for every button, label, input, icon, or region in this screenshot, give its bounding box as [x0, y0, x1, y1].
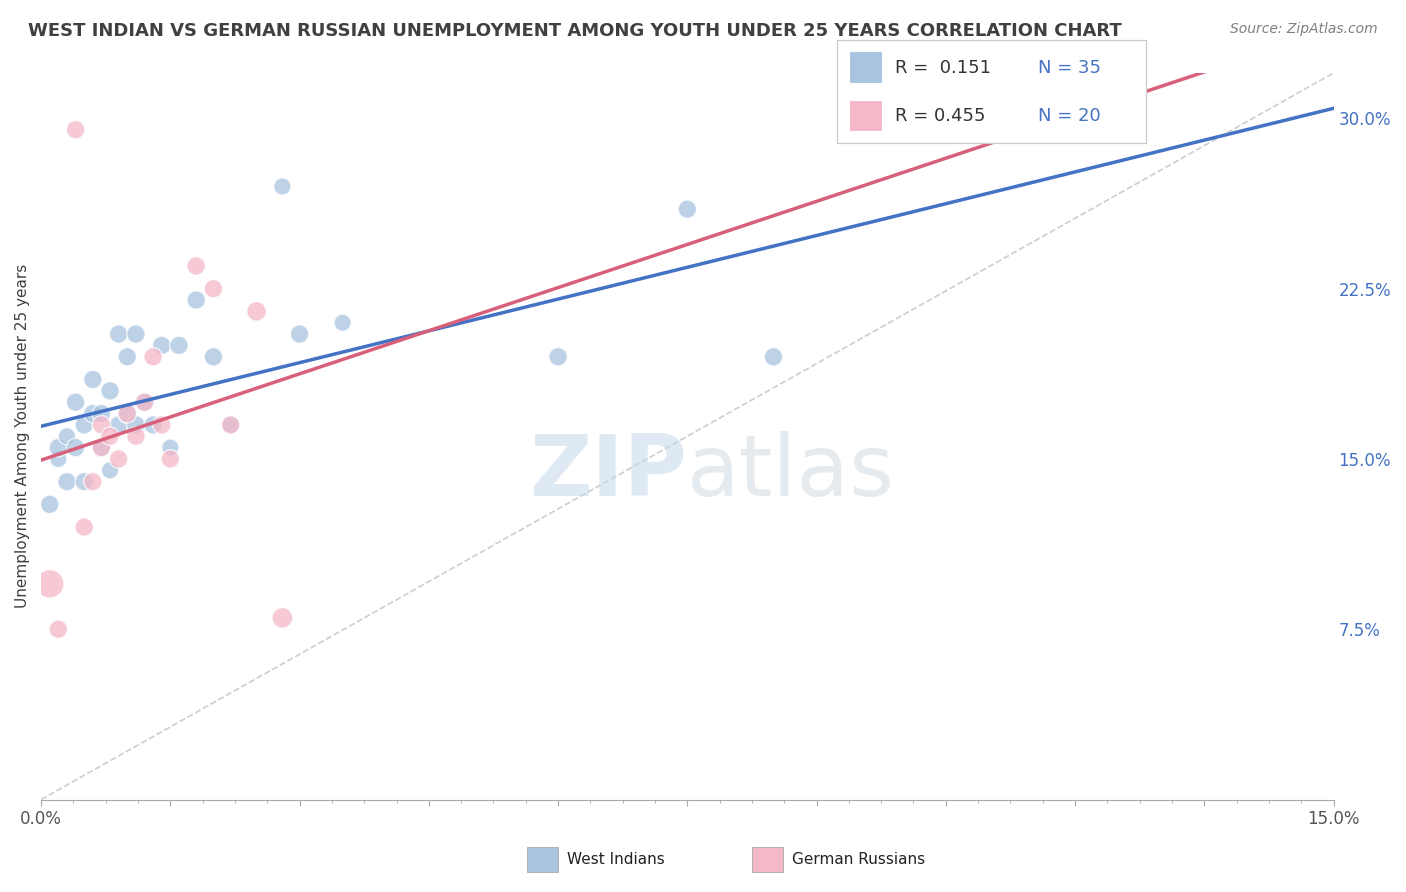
- Text: atlas: atlas: [688, 431, 896, 514]
- Point: [134, 395, 156, 409]
- Text: West Indians: West Indians: [567, 853, 665, 867]
- Point: [73, 520, 96, 534]
- Point: [82, 475, 104, 489]
- Point: [38, 577, 60, 591]
- Point: [46, 622, 69, 636]
- Point: [46, 441, 69, 455]
- Point: [98, 384, 121, 398]
- Point: [107, 327, 129, 342]
- Point: [219, 417, 242, 432]
- Point: [38, 497, 60, 511]
- Bar: [849, 52, 883, 84]
- Point: [65, 395, 87, 409]
- Text: R =  0.151: R = 0.151: [896, 59, 991, 77]
- Point: [56, 429, 79, 443]
- Point: [142, 350, 165, 364]
- Point: [90, 441, 112, 455]
- Point: [547, 350, 569, 364]
- Point: [117, 407, 139, 421]
- Text: N = 35: N = 35: [1038, 59, 1101, 77]
- Point: [125, 327, 148, 342]
- Point: [90, 417, 112, 432]
- Point: [98, 429, 121, 443]
- Text: WEST INDIAN VS GERMAN RUSSIAN UNEMPLOYMENT AMONG YOUTH UNDER 25 YEARS CORRELATIO: WEST INDIAN VS GERMAN RUSSIAN UNEMPLOYME…: [28, 22, 1122, 40]
- Point: [134, 395, 156, 409]
- Point: [90, 441, 112, 455]
- Point: [288, 327, 311, 342]
- Point: [219, 417, 242, 432]
- Point: [65, 122, 87, 136]
- Point: [202, 282, 225, 296]
- Text: R = 0.455: R = 0.455: [896, 107, 986, 125]
- Point: [332, 316, 354, 330]
- Bar: [849, 100, 883, 132]
- Point: [245, 304, 267, 318]
- Point: [159, 441, 181, 455]
- Y-axis label: Unemployment Among Youth under 25 years: Unemployment Among Youth under 25 years: [15, 264, 30, 608]
- Text: German Russians: German Russians: [792, 853, 925, 867]
- Point: [150, 338, 173, 352]
- Point: [159, 452, 181, 467]
- Point: [186, 293, 208, 307]
- Point: [271, 179, 294, 194]
- Point: [90, 407, 112, 421]
- Point: [117, 350, 139, 364]
- Text: N = 20: N = 20: [1038, 107, 1101, 125]
- Point: [98, 463, 121, 477]
- Point: [65, 441, 87, 455]
- Point: [46, 452, 69, 467]
- Point: [73, 475, 96, 489]
- Point: [186, 259, 208, 273]
- Point: [202, 350, 225, 364]
- Text: Source: ZipAtlas.com: Source: ZipAtlas.com: [1230, 22, 1378, 37]
- Point: [150, 417, 173, 432]
- Text: ZIP: ZIP: [530, 431, 688, 514]
- Point: [762, 350, 785, 364]
- Point: [73, 417, 96, 432]
- Point: [107, 452, 129, 467]
- Point: [676, 202, 699, 217]
- Point: [82, 372, 104, 386]
- Point: [142, 417, 165, 432]
- Point: [56, 475, 79, 489]
- Point: [125, 429, 148, 443]
- Point: [107, 417, 129, 432]
- Point: [167, 338, 190, 352]
- Point: [125, 417, 148, 432]
- Point: [117, 407, 139, 421]
- Point: [82, 407, 104, 421]
- Point: [271, 611, 294, 625]
